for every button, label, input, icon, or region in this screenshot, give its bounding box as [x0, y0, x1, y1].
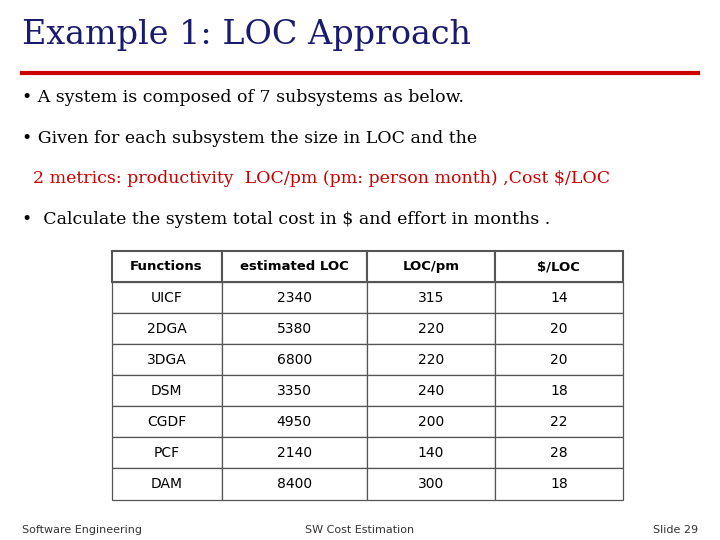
Text: 18: 18: [550, 477, 568, 491]
Text: 20: 20: [550, 353, 567, 367]
Bar: [495, 437, 623, 468]
Text: Functions: Functions: [130, 260, 203, 273]
Bar: [495, 282, 623, 313]
Bar: [112, 282, 222, 313]
Bar: [222, 313, 367, 345]
Bar: [222, 251, 367, 282]
Text: 220: 220: [418, 322, 444, 336]
Bar: [367, 282, 495, 313]
Bar: [495, 407, 623, 437]
Text: DSM: DSM: [150, 384, 182, 398]
Bar: [495, 313, 623, 345]
Bar: [367, 407, 495, 437]
Bar: [495, 468, 623, 500]
Text: 5380: 5380: [276, 322, 312, 336]
Text: 2140: 2140: [276, 446, 312, 460]
Bar: [112, 313, 222, 345]
Bar: [367, 313, 495, 345]
Text: 2 metrics: productivity  LOC/pm (pm: person month) ,Cost $/LOC: 2 metrics: productivity LOC/pm (pm: pers…: [22, 170, 610, 187]
Text: 4950: 4950: [276, 415, 312, 429]
Bar: [367, 468, 495, 500]
Text: 2340: 2340: [277, 291, 312, 305]
Bar: [222, 468, 367, 500]
Bar: [222, 345, 367, 375]
Bar: [112, 468, 222, 500]
Text: LOC/pm: LOC/pm: [402, 260, 459, 273]
Text: $/LOC: $/LOC: [537, 260, 580, 273]
Bar: [495, 345, 623, 375]
Text: 18: 18: [550, 384, 568, 398]
Text: SW Cost Estimation: SW Cost Estimation: [305, 524, 415, 535]
Text: 3350: 3350: [277, 384, 312, 398]
Text: Software Engineering: Software Engineering: [22, 524, 142, 535]
Text: 14: 14: [550, 291, 567, 305]
Text: 8400: 8400: [276, 477, 312, 491]
Bar: [112, 345, 222, 375]
Bar: [112, 437, 222, 468]
Bar: [367, 251, 495, 282]
Bar: [222, 282, 367, 313]
Text: 200: 200: [418, 415, 444, 429]
Bar: [112, 375, 222, 406]
Text: Slide 29: Slide 29: [653, 524, 698, 535]
Text: 315: 315: [418, 291, 444, 305]
Text: 300: 300: [418, 477, 444, 491]
Bar: [222, 375, 367, 406]
Text: Example 1: LOC Approach: Example 1: LOC Approach: [22, 19, 470, 51]
Text: 20: 20: [550, 322, 567, 336]
Text: PCF: PCF: [153, 446, 179, 460]
Bar: [367, 437, 495, 468]
Bar: [495, 251, 623, 282]
Text: UICF: UICF: [150, 291, 182, 305]
Text: •  Calculate the system total cost in $ and effort in months .: • Calculate the system total cost in $ a…: [22, 211, 550, 227]
Text: CGDF: CGDF: [147, 415, 186, 429]
Bar: [367, 375, 495, 406]
Bar: [112, 251, 222, 282]
Text: 28: 28: [550, 446, 567, 460]
Bar: [367, 345, 495, 375]
Text: 6800: 6800: [276, 353, 312, 367]
Text: 2DGA: 2DGA: [147, 322, 186, 336]
Text: DAM: DAM: [150, 477, 183, 491]
Text: estimated LOC: estimated LOC: [240, 260, 348, 273]
Text: • A system is composed of 7 subsystems as below.: • A system is composed of 7 subsystems a…: [22, 89, 464, 106]
Bar: [495, 375, 623, 406]
Text: 3DGA: 3DGA: [147, 353, 186, 367]
Text: 140: 140: [418, 446, 444, 460]
Bar: [112, 407, 222, 437]
Bar: [222, 437, 367, 468]
Text: 240: 240: [418, 384, 444, 398]
Bar: [222, 407, 367, 437]
Text: 220: 220: [418, 353, 444, 367]
Text: • Given for each subsystem the size in LOC and the: • Given for each subsystem the size in L…: [22, 130, 477, 146]
Text: 22: 22: [550, 415, 567, 429]
